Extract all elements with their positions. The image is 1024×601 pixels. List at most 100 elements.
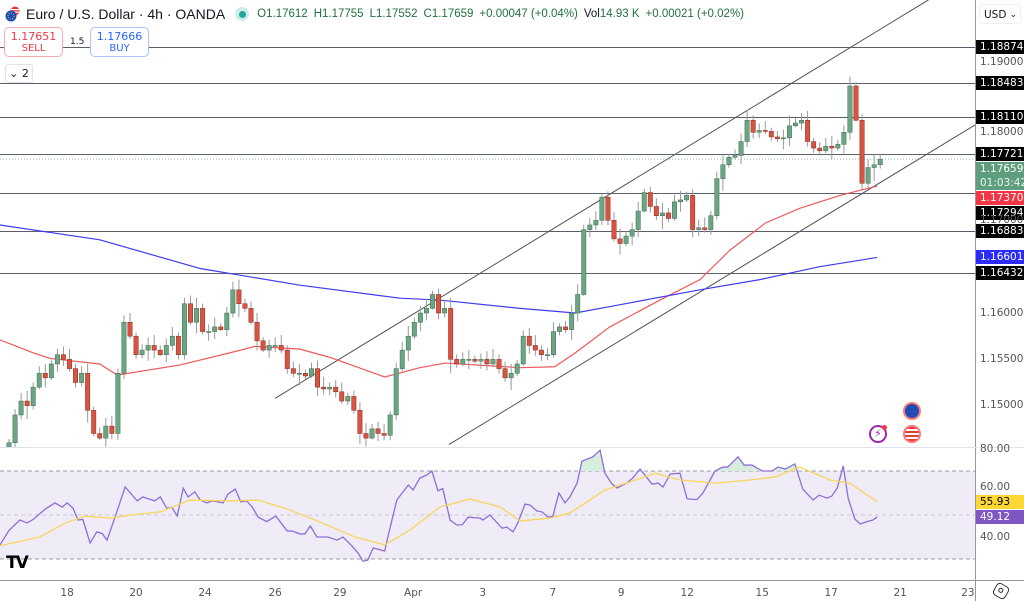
candle-body-up	[714, 178, 720, 216]
candle	[405, 325, 411, 361]
candle	[248, 301, 254, 325]
candle	[442, 300, 448, 318]
candle-body-up	[369, 428, 375, 439]
candle-body-down	[805, 120, 811, 142]
candle-body-up	[145, 345, 151, 351]
candle-body-up	[405, 335, 411, 351]
candle	[502, 361, 508, 382]
us-event-icon[interactable]	[903, 425, 921, 443]
time-tick-label: 15	[755, 587, 769, 599]
candle-body-down	[526, 335, 532, 346]
candle-body-down	[496, 359, 502, 369]
candle	[811, 137, 817, 153]
price-tick-label: 1.19000	[980, 55, 1024, 68]
candle	[363, 423, 369, 447]
candle	[24, 390, 30, 420]
rsi-tick-label: 80.00	[980, 442, 1011, 455]
candle-body-up	[696, 227, 702, 230]
rsi-tick-label: 40.00	[980, 530, 1011, 543]
candle-body-up	[121, 322, 127, 374]
candle	[188, 295, 193, 325]
open-value: O1.17612	[257, 8, 308, 20]
current-price-label: 1.17659 01:03:42	[976, 161, 1024, 190]
candle-body-up	[557, 326, 562, 332]
eu-event-icon[interactable]	[903, 402, 921, 420]
candle-body-down	[702, 227, 708, 230]
market-open-status-icon[interactable]	[235, 7, 250, 21]
candle-body-down	[817, 147, 823, 152]
candle	[296, 363, 302, 386]
candle-body-up	[678, 199, 683, 203]
rsi-tick-label: 60.00	[980, 480, 1011, 493]
candle-body-up	[623, 235, 629, 244]
candle-body-up	[545, 354, 550, 356]
candle-body-up	[417, 312, 423, 323]
candle	[212, 317, 218, 339]
candle	[490, 348, 496, 368]
candle-body-up	[793, 122, 798, 127]
candle	[545, 347, 550, 361]
candle	[611, 212, 617, 242]
candle-body-up	[430, 294, 435, 309]
candle	[48, 360, 54, 380]
rsi-line	[0, 448, 878, 562]
symbol-header: Euro / U.S. Dollar · 4h · OANDA O1.17612…	[0, 4, 744, 24]
candle	[54, 348, 60, 372]
candle	[702, 217, 708, 233]
candle-body-down	[448, 308, 454, 360]
candle	[236, 279, 242, 318]
candle-body-up	[18, 400, 24, 416]
candle-body-down	[278, 345, 284, 351]
candle-body-up	[224, 312, 230, 330]
candle	[145, 337, 151, 361]
rsi-value-label: 49.12	[976, 509, 1024, 524]
symbol-title[interactable]: Euro / U.S. Dollar · 4h · OANDA	[26, 6, 226, 22]
candle-body-down	[242, 303, 248, 309]
candle	[732, 149, 738, 160]
candle	[79, 366, 85, 387]
candle-body-down	[532, 345, 538, 351]
candle-body-down	[200, 308, 206, 332]
candle-body-up	[411, 322, 417, 337]
candle-body-up	[230, 289, 236, 314]
time-tick-label: 12	[680, 587, 694, 599]
candle	[726, 153, 732, 168]
rsi-ma-value-label: 55.93	[976, 494, 1024, 509]
indicators-toggle-button[interactable]: ⌄ 2	[5, 64, 33, 83]
candle-body-up	[139, 349, 145, 355]
candle	[853, 82, 859, 122]
price-tick-label: 1.15500	[980, 352, 1024, 365]
candle-body-down	[333, 386, 339, 393]
candle	[569, 304, 575, 341]
candle-body-down	[472, 359, 478, 362]
candle-body-down	[647, 192, 653, 207]
candle	[575, 284, 581, 322]
candle-body-down	[315, 368, 321, 388]
time-tick-label: 29	[333, 587, 347, 599]
candle-body-down	[436, 294, 442, 314]
candle	[835, 139, 841, 151]
candle	[859, 114, 865, 190]
currency-select[interactable]: USD ⌄	[979, 4, 1021, 24]
candle-body-up	[272, 345, 278, 347]
candle-body-up	[726, 157, 732, 165]
candle-body-down	[339, 391, 345, 402]
candle-body-up	[569, 312, 575, 330]
tradingview-logo[interactable]: TV	[6, 553, 29, 573]
time-tick-label: 20	[129, 587, 143, 599]
candle	[756, 123, 762, 138]
candle-body-down	[321, 386, 327, 390]
candle	[787, 115, 792, 147]
candle-body-down	[611, 220, 617, 240]
buy-button[interactable]: 1.17666 BUY	[90, 27, 149, 57]
time-tick-label: 3	[479, 587, 487, 599]
candle	[877, 154, 883, 169]
candle-body-down	[127, 322, 133, 337]
lightning-icon[interactable]: ⚡	[869, 425, 887, 443]
candle	[738, 133, 744, 165]
candle	[593, 211, 599, 231]
trend-channel-line	[448, 124, 975, 446]
sell-button[interactable]: 1.17651 SELL	[4, 27, 63, 57]
candle	[375, 421, 381, 441]
